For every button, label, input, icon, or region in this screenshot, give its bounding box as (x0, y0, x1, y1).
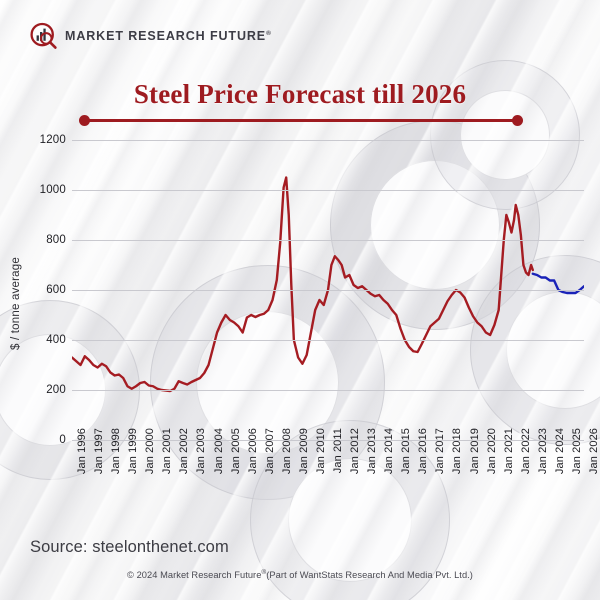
brand-name-text: MARKET RESEARCH FUTURE (65, 29, 267, 43)
series-line (70, 176, 534, 393)
x-axis-tick-label: Jan 2025 (570, 428, 583, 475)
x-axis-tick-label: Jan 2004 (212, 428, 225, 475)
x-axis-tick-label: Jan 2022 (519, 428, 532, 475)
gridline (72, 140, 584, 141)
y-axis-tick-label: 600 (46, 284, 66, 296)
x-axis-tick-label: Jan 2003 (195, 428, 208, 475)
x-axis-tick-label: Jan 2013 (366, 428, 379, 475)
brand-logo: MARKET RESEARCH FUTURE® (30, 22, 272, 50)
x-axis-tick-label: Jan 1999 (127, 428, 140, 475)
gridline (72, 440, 584, 441)
y-axis-tick-label: 200 (46, 384, 66, 396)
copyright-notice: © 2024 Market Research Future®(Part of W… (0, 569, 600, 580)
x-axis-tick-label: Jan 2015 (400, 428, 413, 475)
plot-area (70, 140, 586, 441)
x-axis-tick-label: Jan 2026 (588, 428, 600, 475)
gridline (72, 290, 584, 291)
x-axis-tick-label: Jan 2006 (246, 428, 259, 475)
gridline (72, 190, 584, 191)
x-axis-ticks: Jan 1996 Jan 1997 Jan 1998 Jan 1999 Jan 2000… (72, 428, 600, 498)
y-axis-tick-label: 800 (46, 234, 66, 246)
y-axis-tick-label: 0 (59, 434, 66, 446)
page-title: Steel Price Forecast till 2026 (133, 79, 467, 109)
brand-name: MARKET RESEARCH FUTURE® (65, 29, 272, 43)
gridline (72, 390, 584, 391)
market-research-future-logo-icon (30, 22, 58, 50)
x-axis-tick-label: Jan 2002 (178, 428, 191, 475)
x-axis-tick-label: Jan 2005 (229, 428, 242, 475)
x-axis-tick-label: Jan 2001 (161, 428, 174, 475)
y-axis-tick-label: 1200 (39, 134, 66, 146)
copyright-suffix: (Part of WantStats Research And Media Pv… (266, 570, 473, 581)
x-axis-tick-label: Jan 2007 (263, 428, 276, 475)
copyright-mark: ® (261, 569, 267, 576)
x-axis-tick-label: Jan 2016 (417, 428, 430, 475)
x-axis-tick-label: Jan 2008 (280, 428, 293, 475)
x-axis-tick-label: Jan 2020 (485, 428, 498, 475)
divider-dot-left (79, 115, 90, 126)
x-axis-tick-label: Jan 2017 (434, 428, 447, 475)
x-axis-tick-label: Jan 2024 (553, 428, 566, 475)
x-axis-tick-label: Jan 2014 (383, 428, 396, 475)
steel-price-chart: $ / tonne average 0 200 400 600 800 1000 1200 … (0, 134, 600, 500)
x-axis-tick-label: Jan 1996 (76, 428, 88, 475)
source-caption: Source: steelonthenet.com (30, 538, 229, 556)
y-axis-tick-label: 400 (46, 334, 66, 346)
x-axis-tick-label: Jan 1997 (93, 428, 106, 475)
divider-dot-right (512, 115, 523, 126)
title-divider (79, 115, 523, 126)
gridline (72, 240, 584, 241)
x-axis-tick-label: Jan 1998 (110, 428, 123, 475)
x-axis-tick-label: Jan 2009 (297, 428, 310, 475)
copyright-prefix: © 2024 Market Research Future (127, 570, 262, 581)
x-axis-tick-label: Jan 2012 (349, 428, 362, 475)
x-axis-tick-label: Jan 2021 (502, 428, 515, 475)
x-axis-tick-label: Jan 2000 (144, 428, 157, 475)
x-axis-tick-label: Jan 2023 (536, 428, 549, 475)
y-axis-ticks: 0 200 400 600 800 1000 1200 (18, 134, 66, 446)
x-axis-tick-label: Jan 2019 (468, 428, 481, 475)
x-axis-tick-label: Jan 2018 (451, 428, 464, 475)
gridline (72, 340, 584, 341)
x-axis-tick-label: Jan 2010 (314, 428, 327, 475)
brand-trademark: ® (266, 29, 272, 37)
y-axis-tick-label: 1000 (39, 184, 66, 196)
x-axis-tick-label: Jan 2011 (332, 428, 344, 474)
